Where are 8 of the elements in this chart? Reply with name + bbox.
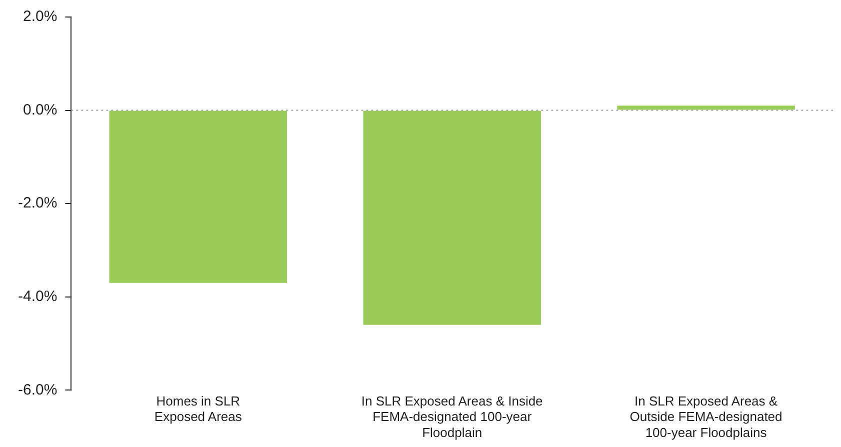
x-tick-label: Homes in SLR Exposed Areas xyxy=(154,394,242,424)
y-tick-label: -2.0% xyxy=(18,194,58,212)
x-tick-label: In SLR Exposed Areas & Inside FEMA-designated 100-year Floodplain xyxy=(361,394,543,440)
x-tick-label: In SLR Exposed Areas & Outside FEMA-designated 100-year Floodplains xyxy=(630,394,782,440)
y-tick-label: -4.0% xyxy=(18,288,58,306)
y-tick-label: -6.0% xyxy=(18,381,58,398)
y-tick-label: 2.0% xyxy=(22,8,58,26)
y-tick-label: 0.0% xyxy=(22,101,58,118)
